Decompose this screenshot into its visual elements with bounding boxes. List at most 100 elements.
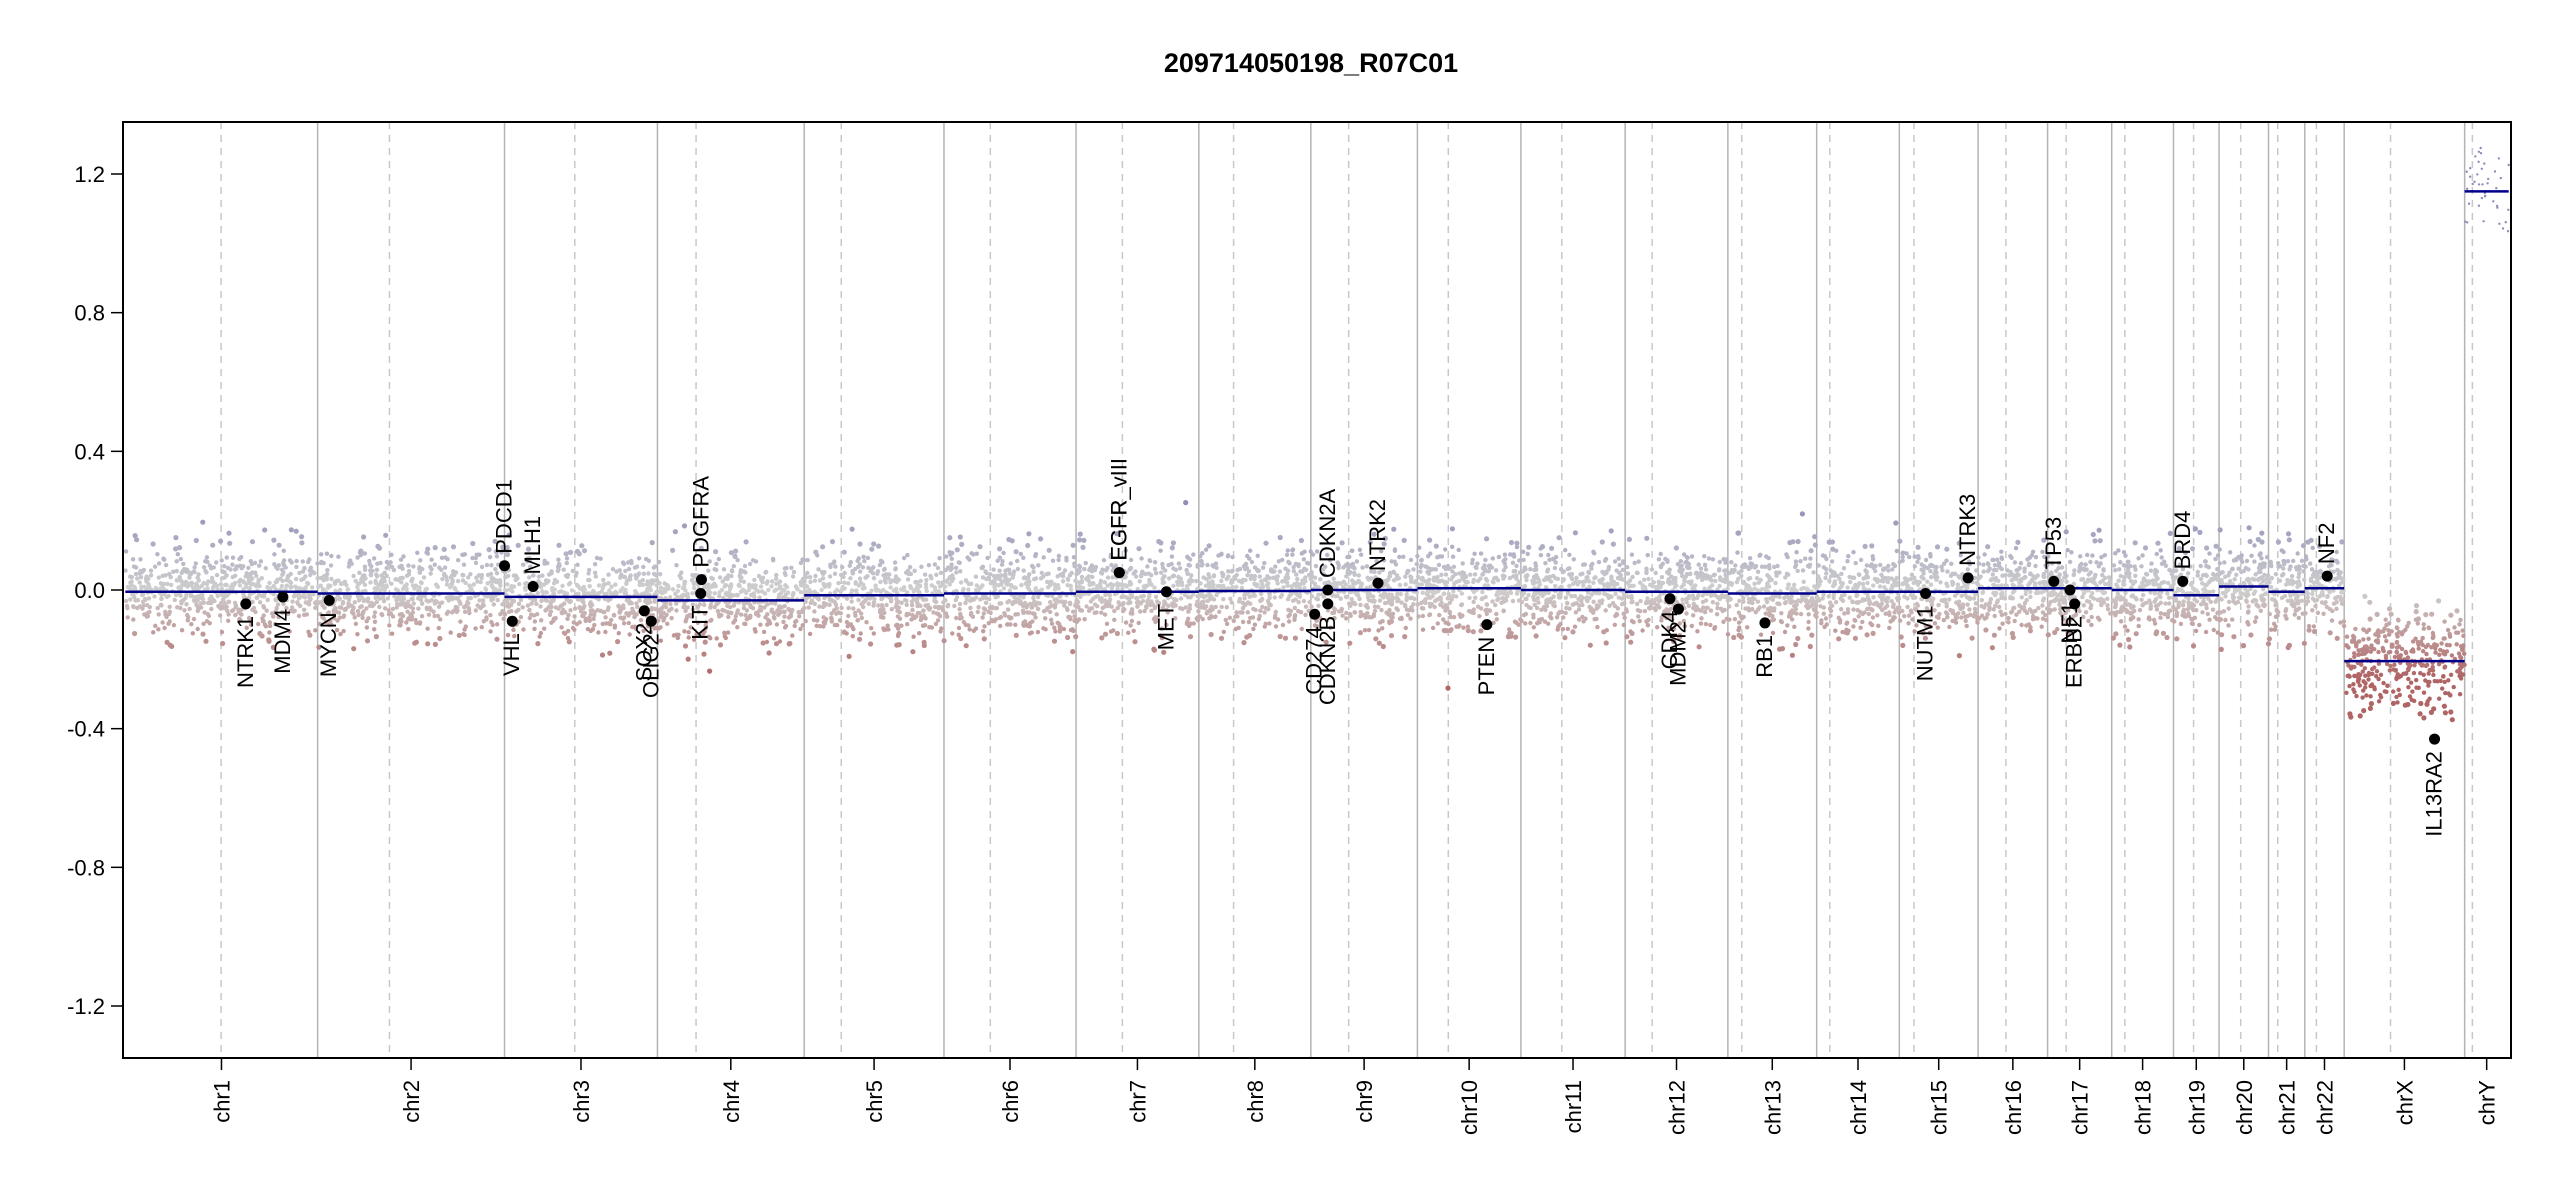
probe-point [1658,585,1663,590]
probe-point [1302,585,1307,591]
probe-point [1072,564,1077,569]
probe-point [355,555,360,560]
probe-point [1716,568,1722,573]
probe-point [909,599,915,604]
probe-point [1234,572,1240,578]
probe-point [1399,616,1404,622]
probe-point [960,588,966,593]
probe-point [787,640,793,647]
probe-point [1638,609,1643,614]
probe-point [798,579,804,585]
probe-point [719,613,724,618]
probe-point [562,592,567,597]
probe-point [1092,602,1098,607]
probe-point [1324,580,1329,586]
probe-point [512,633,517,639]
probe-point [846,653,852,660]
probe-point [263,566,268,571]
probe-point [750,558,756,563]
probe-point [1451,615,1457,620]
probe-point [1612,603,1618,609]
probe-point [1445,685,1451,691]
probe-point [1376,640,1382,646]
probe-point [888,585,893,590]
probe-point [1189,579,1194,584]
probe-point [728,550,735,556]
probe-point [147,604,152,610]
probe-point [1152,585,1157,590]
probe-point [599,652,606,658]
probe-point [237,583,243,588]
probe-point [152,564,158,569]
probe-point [708,605,713,610]
probe-point [1123,620,1129,625]
probe-point [132,630,138,637]
probe-point [223,582,228,588]
probe-point [152,594,157,599]
probe-point [355,632,360,637]
probe-point [1021,568,1026,573]
probe-point [862,558,867,564]
probe-point [287,629,292,634]
probe-point [1573,610,1579,615]
probe-point [276,614,281,620]
probe-point [345,587,351,592]
probe-point [896,599,901,604]
probe-point [384,573,389,579]
probe-point [725,630,731,635]
probe-point [191,569,196,574]
probe-point [596,583,602,588]
probe-point [324,551,330,556]
probe-point [429,598,434,603]
probe-point [1205,562,1210,568]
probe-point [1581,583,1586,588]
probe-point [406,563,411,568]
probe-point [1427,601,1433,606]
probe-point [1127,567,1133,572]
probe-point [1508,590,1514,596]
probe-point [702,602,707,608]
probe-point [832,571,838,576]
probe-point [325,567,330,573]
probe-point [1099,610,1104,615]
probe-point [182,608,187,613]
probe-point [1478,628,1484,634]
probe-point [766,617,771,623]
probe-point [486,547,492,553]
probe-point [1630,574,1635,580]
probe-point [518,597,524,603]
probe-point [832,559,837,564]
probe-point [892,560,898,565]
probe-point [1528,605,1533,611]
probe-point [778,584,783,589]
probe-point [905,552,910,558]
probe-point [544,590,549,595]
probe-point [229,608,235,614]
probe-point [296,594,301,599]
probe-point [1083,560,1088,566]
probe-point [1376,628,1381,633]
probe-point [1348,603,1353,608]
probe-point [287,579,292,584]
probe-point [172,597,177,603]
probe-point [194,582,200,588]
probe-point [553,605,559,610]
probe-point [1046,547,1052,553]
probe-point [1435,621,1441,626]
probe-point [1522,583,1528,589]
probe-point [1286,619,1292,624]
probe-point [1217,609,1222,614]
probe-point [782,614,787,619]
probe-point [917,611,922,616]
probe-point [129,574,135,580]
probe-point [856,608,861,613]
probe-point [855,618,860,623]
probe-point [866,601,871,606]
probe-point [1127,596,1132,602]
probe-point [662,603,667,608]
probe-point [359,604,364,609]
probe-point [1340,584,1346,590]
probe-point [1260,581,1265,587]
probe-point [1011,569,1017,574]
probe-point [270,644,276,651]
